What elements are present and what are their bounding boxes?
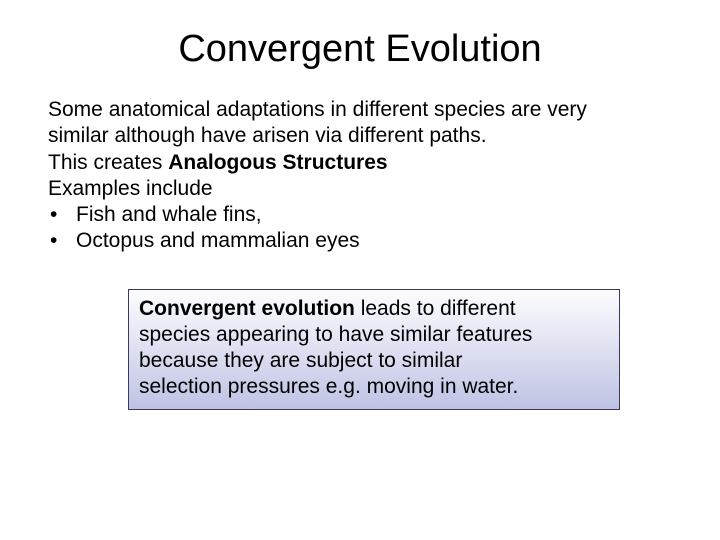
slide-title: Convergent Evolution (48, 28, 672, 71)
body-content: Some anatomical adaptations in different… (48, 97, 672, 255)
callout-line: because they are subject to similar (139, 348, 609, 374)
bold-term: Analogous Structures (168, 151, 387, 174)
text-run: This creates (48, 151, 168, 174)
bullet-text: Fish and whale fins, (76, 202, 262, 228)
paragraph-line: This creates Analogous Structures (48, 150, 672, 176)
bullet-dot-icon: • (48, 228, 76, 254)
bullet-item: • Fish and whale fins, (48, 202, 672, 228)
bullet-item: • Octopus and mammalian eyes (48, 228, 672, 254)
paragraph-line: Examples include (48, 176, 672, 202)
callout-box: Convergent evolution leads to different … (128, 289, 620, 410)
callout-bold: Convergent evolution (139, 297, 355, 320)
callout-line: Convergent evolution leads to different (139, 296, 609, 322)
paragraph-line: similar although have arisen via differe… (48, 123, 672, 149)
callout-line: selection pressures e.g. moving in water… (139, 374, 609, 400)
bullet-text: Octopus and mammalian eyes (76, 228, 360, 254)
callout-text: leads to different (355, 297, 516, 320)
bullet-dot-icon: • (48, 202, 76, 228)
callout-line: species appearing to have similar featur… (139, 322, 609, 348)
paragraph-line: Some anatomical adaptations in different… (48, 97, 672, 123)
